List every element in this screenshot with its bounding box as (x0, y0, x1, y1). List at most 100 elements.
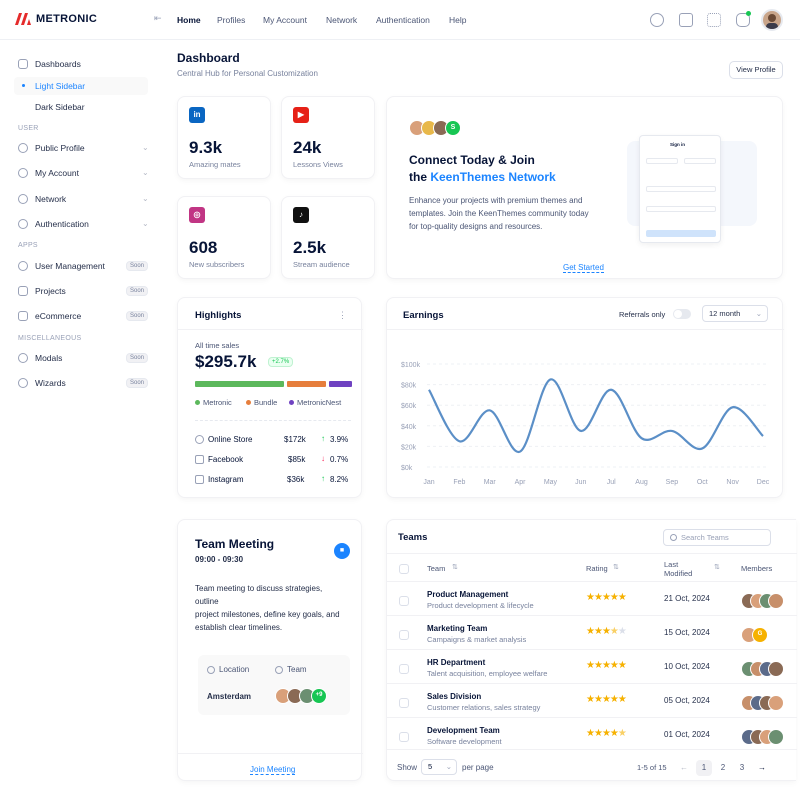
team-name[interactable]: Sales Division (427, 692, 482, 701)
x-tick-label: Feb (453, 479, 465, 486)
legend-metronic: Metronic (203, 398, 232, 407)
sort-icon[interactable]: ⇅ (452, 564, 458, 571)
next-page-icon[interactable]: → (758, 763, 766, 772)
legend-dot (289, 400, 294, 405)
sidebar-item-modals[interactable]: Modals (35, 353, 63, 363)
meeting-desc-line3: project milestones, define key goals, an… (195, 610, 340, 619)
highlights-card: Highlights ⋮ All time sales $295.7k +2.7… (177, 297, 363, 498)
meeting-time: 09:00 - 09:30 (195, 555, 244, 564)
nav-profiles[interactable]: Profiles (217, 15, 246, 25)
delta-badge: +2.7% (268, 357, 294, 367)
search-icon[interactable] (650, 13, 664, 27)
last-modified: 10 Oct, 2024 (664, 662, 710, 671)
sidebar-item-dashboards[interactable]: Dashboards (35, 59, 81, 69)
divider (387, 553, 797, 554)
preview-button (646, 158, 678, 164)
notification-icon[interactable] (736, 13, 750, 27)
page-3[interactable]: 3 (739, 763, 745, 772)
preview-submit (646, 230, 716, 237)
page-subtitle: Central Hub for Personal Customization (177, 69, 318, 78)
sidebar-item-authentication[interactable]: Authentication (35, 219, 89, 229)
search-input[interactable]: Search Teams (681, 533, 729, 542)
period-select-value: 12 month (709, 309, 741, 318)
location-value: Amsterdam (207, 692, 252, 701)
nav-authentication[interactable]: Authentication (376, 15, 430, 25)
join-meeting-link[interactable]: Join Meeting (250, 765, 296, 775)
row-checkbox[interactable] (399, 664, 409, 674)
prev-page-icon[interactable]: ← (680, 763, 688, 772)
connect-card: S Connect Today & Join the KeenThemes Ne… (386, 96, 783, 279)
stat-value: 24k (293, 138, 322, 157)
team-name[interactable]: Development Team (427, 726, 500, 735)
page-1[interactable]: 1 (696, 760, 712, 776)
team-description: Customer relations, sales strategy (427, 703, 541, 712)
trend-down-icon: ↓ (321, 454, 325, 463)
member-avatar (768, 593, 784, 609)
apps-icon[interactable] (707, 13, 721, 27)
column-last-modified[interactable]: Last Modified (664, 560, 693, 578)
row-checkbox[interactable] (399, 732, 409, 742)
sidebar-item-ecommerce[interactable]: eCommerce (35, 311, 82, 321)
keenthemes-network-link[interactable]: KeenThemes Network (430, 170, 556, 184)
star-icon: ★ (586, 592, 595, 603)
column-rating[interactable]: Rating (586, 564, 608, 573)
sort-icon[interactable]: ⇅ (613, 564, 619, 571)
sidebar-item-public-profile[interactable]: Public Profile (35, 143, 85, 153)
instagram-icon: ◎ (189, 207, 205, 223)
legend-dot (195, 400, 200, 405)
period-select[interactable]: 12 month ⌄ (702, 305, 768, 322)
sidebar-item-dark-sidebar[interactable]: Dark Sidebar (35, 102, 85, 112)
star-icon: ★ (586, 728, 595, 739)
per-page-value: 5 (428, 762, 433, 771)
sidebar-item-user-management[interactable]: User Management (35, 261, 105, 271)
column-team[interactable]: Team (427, 564, 446, 573)
search-teams-box[interactable]: Search Teams (663, 529, 771, 546)
nav-home[interactable]: Home (177, 15, 201, 25)
sidebar-toggle-icon[interactable]: ⇤ (154, 13, 162, 23)
sidebar-item-wizards[interactable]: Wizards (35, 378, 66, 388)
earnings-card: Earnings Referrals only 12 month ⌄ $100k $… (386, 297, 784, 498)
nav-network[interactable]: Network (326, 15, 358, 25)
nav-my-account[interactable]: My Account (263, 15, 307, 25)
video-camera-icon[interactable]: ■ (334, 543, 350, 559)
nav-help[interactable]: Help (449, 15, 467, 25)
star-icon: ★ (609, 660, 619, 671)
soon-badge: Soon (126, 378, 149, 388)
column-members[interactable]: Members (741, 564, 773, 573)
team-name[interactable]: Marketing Team (427, 624, 488, 633)
sidebar-item-light-sidebar[interactable]: Light Sidebar (35, 81, 86, 91)
row-checkbox[interactable] (399, 630, 409, 640)
select-all-checkbox[interactable] (399, 564, 409, 574)
user-avatar[interactable] (761, 9, 783, 31)
star-icon: ★ (609, 626, 619, 637)
star-icon: ★ (617, 660, 627, 671)
more-menu-icon[interactable]: ⋮ (338, 310, 347, 320)
row-checkbox[interactable] (399, 596, 409, 606)
get-started-link[interactable]: Get Started (563, 263, 604, 273)
brand-name[interactable]: METRONIC (36, 13, 98, 25)
all-time-amount: $295.7k (195, 352, 257, 371)
chat-icon[interactable] (679, 13, 693, 27)
team-description: Campaigns & market analysis (427, 635, 527, 644)
location-label: Location (219, 665, 250, 674)
active-bullet (22, 84, 25, 87)
sidebar-item-network[interactable]: Network (35, 194, 67, 204)
referrals-toggle[interactable] (673, 309, 691, 319)
last-modified: 01 Oct, 2024 (664, 730, 710, 739)
row-checkbox[interactable] (399, 698, 409, 708)
sort-icon[interactable]: ⇅ (714, 564, 720, 571)
stat-label: Stream audience (293, 260, 350, 269)
metronic-logo-icon[interactable] (14, 12, 32, 26)
star-icon: ★ (593, 592, 603, 603)
per-page-select[interactable]: 5 ⌄ (421, 759, 457, 775)
page-2[interactable]: 2 (720, 763, 726, 772)
view-profile-button[interactable]: View Profile (729, 61, 783, 79)
star-icon: ★ (586, 694, 595, 705)
channel-name: Online Store (208, 435, 253, 444)
team-name[interactable]: HR Department (427, 658, 486, 667)
sidebar-item-my-account[interactable]: My Account (35, 168, 79, 178)
channel-percent: 3.9% (330, 435, 349, 444)
team-name[interactable]: Product Management (427, 590, 509, 599)
sales-distribution-bar (195, 381, 352, 387)
sidebar-item-projects[interactable]: Projects (35, 286, 66, 296)
